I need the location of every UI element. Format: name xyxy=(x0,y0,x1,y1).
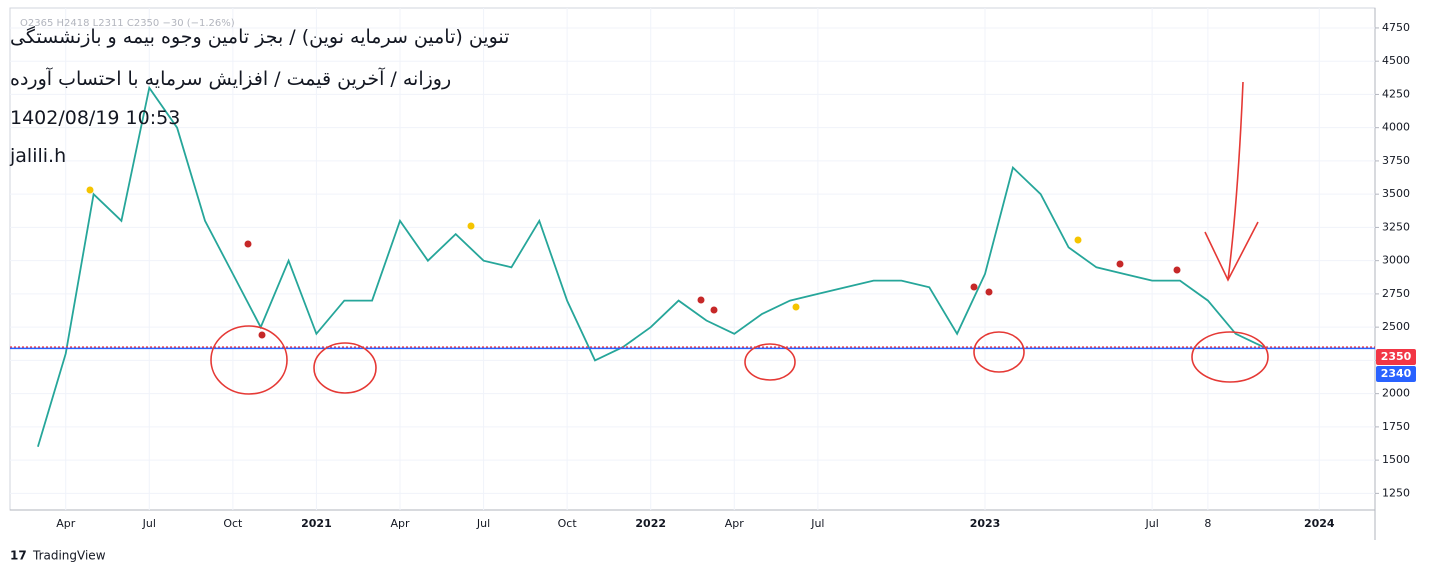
x-tick-label: Apr xyxy=(390,517,410,530)
x-tick-label: Jul xyxy=(1145,517,1159,530)
circle xyxy=(313,342,377,394)
signal xyxy=(792,303,800,311)
arrow xyxy=(1204,81,1259,282)
y-tick-label: 4750 xyxy=(1382,21,1410,34)
signal xyxy=(697,296,705,304)
x-tick-label: 2021 xyxy=(301,517,332,530)
annotations xyxy=(210,81,1269,395)
y-tick-label: 3000 xyxy=(1382,254,1410,267)
y-tick-label: 3250 xyxy=(1382,220,1410,233)
title: تنوین (تامین سرمایه نوین) / بجز تامین وج… xyxy=(10,26,510,48)
x-tick-label: Apr xyxy=(56,517,76,530)
x-tick-label: 2022 xyxy=(635,517,666,530)
subtitle: روزانه / آخرین قیمت / افزایش سرمایه با ا… xyxy=(10,68,452,90)
y-tick-label: 1500 xyxy=(1382,453,1410,466)
circle xyxy=(1191,331,1269,383)
signal xyxy=(1173,266,1181,274)
y-tick-label: 1750 xyxy=(1382,420,1410,433)
price-badge xyxy=(1376,366,1416,382)
circle xyxy=(973,331,1025,373)
grid xyxy=(10,8,1375,510)
x-tick-label: 8 xyxy=(1204,517,1211,530)
y-tick-label: 3500 xyxy=(1382,187,1410,200)
signal xyxy=(86,186,94,194)
signal xyxy=(1116,260,1124,268)
author: jalili.h xyxy=(10,145,67,167)
signal xyxy=(710,306,718,314)
y-tick-label: 2500 xyxy=(1382,320,1410,333)
price-badge-label: 2340 xyxy=(1381,367,1412,380)
brand: TradingView xyxy=(32,549,106,563)
y-tick-label: 4250 xyxy=(1382,87,1410,100)
signals xyxy=(86,186,1181,339)
signal xyxy=(1074,236,1082,244)
y-tick-label: 2000 xyxy=(1382,387,1410,400)
price-badge xyxy=(1376,349,1416,365)
x-tick-label: 2023 xyxy=(970,517,1001,530)
circle xyxy=(744,343,796,381)
marks xyxy=(10,85,1375,448)
x-tick-label: Apr xyxy=(725,517,745,530)
x-tick-label: 2024 xyxy=(1304,517,1335,530)
x-tick-label: Oct xyxy=(558,517,578,530)
price-badge-label: 2350 xyxy=(1381,350,1412,363)
y-tick-label: 2750 xyxy=(1382,287,1410,300)
signal xyxy=(970,283,978,291)
y-tick-label: 3750 xyxy=(1382,154,1410,167)
timestamp: 1402/08/19 10:53 xyxy=(10,107,181,129)
y-tick-label: 1250 xyxy=(1382,486,1410,499)
signal xyxy=(467,222,475,230)
y-tick-label: 4000 xyxy=(1382,121,1410,134)
price-line xyxy=(37,85,1264,448)
x-tick-label: Jul xyxy=(810,517,824,530)
signal xyxy=(244,240,252,248)
signal xyxy=(985,288,993,296)
ohlc: O2365 H2418 L2311 C2350 −30 (−1.26%) xyxy=(20,18,235,29)
x-tick-label: Oct xyxy=(223,517,243,530)
signal xyxy=(258,331,266,339)
x-tick-label: Jul xyxy=(476,517,490,530)
circle xyxy=(210,325,288,395)
logo: 17 xyxy=(10,549,27,563)
x-tick-label: Jul xyxy=(142,517,156,530)
y-tick-label: 4500 xyxy=(1382,54,1410,67)
